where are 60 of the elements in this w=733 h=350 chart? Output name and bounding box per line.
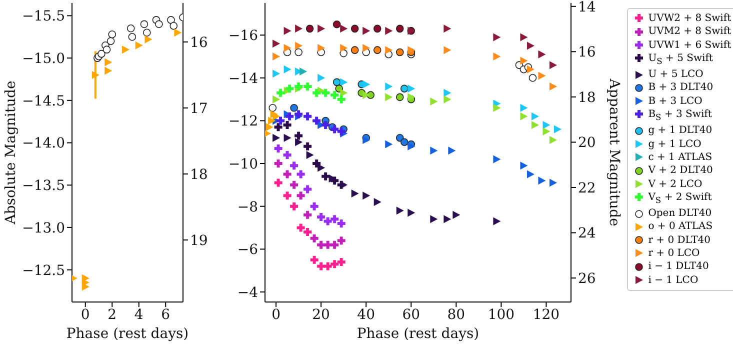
- y-tick-label: −6: [237, 242, 258, 258]
- legend-label: UVW2 + 8 Swift: [648, 13, 732, 24]
- x-tick-label: 4: [134, 306, 144, 323]
- y2-tick-label: 20: [578, 135, 596, 152]
- y-tick-label: −15.5: [22, 8, 65, 25]
- legend-label: B + 3 LCO: [648, 96, 702, 107]
- y-tick-label: −14.0: [22, 136, 65, 152]
- x-tick-label: 80: [447, 306, 466, 323]
- x-tick-label: 2: [108, 306, 117, 323]
- x-tick-label: 60: [402, 306, 420, 323]
- legend-label: o + 0 ATLAS: [648, 221, 713, 232]
- legend-label: Open DLT40: [648, 208, 712, 220]
- legend-label: U$_{S}$ + 5 Swift: [648, 52, 713, 66]
- y-axis-title: Absolute Magnitude: [2, 80, 19, 226]
- legend-label: B$_{S}$ + 3 Swift: [648, 109, 712, 122]
- y2-tick-label: 26: [578, 270, 596, 287]
- x-tick-label: 0: [272, 306, 280, 323]
- x-tick-label: 0: [80, 306, 90, 323]
- y2-axis-title: Apparent Magnitude: [606, 78, 622, 226]
- y2-tick-label: 22: [578, 180, 596, 196]
- legend-label: i − 1 DLT40: [648, 261, 709, 272]
- y-tick-label: −15.0: [22, 51, 65, 68]
- legend-label: g + 1 LCO: [648, 138, 702, 150]
- legend-label: r + 0 DLT40: [648, 234, 710, 246]
- x-tick-label: 6: [161, 306, 170, 323]
- legend-label: UVW1 + 6 Swift: [648, 40, 732, 51]
- y-tick-label: −13.5: [22, 178, 65, 194]
- legend-label: B + 3 DLT40: [648, 82, 714, 94]
- y2-tick-label: 16: [190, 34, 208, 51]
- y-tick-label: −12: [228, 114, 258, 130]
- y2-tick-label: 18: [190, 166, 208, 183]
- legend-label: U + 5 LCO: [648, 69, 704, 80]
- y-tick-label: −14: [228, 70, 258, 87]
- y2-tick-label: 14: [578, 0, 596, 16]
- legend-label: UVM2 + 8 Swift: [648, 26, 732, 38]
- y2-tick-label: 18: [578, 90, 596, 106]
- x-tick-label: 20: [312, 306, 330, 323]
- legend-label: V + 2 LCO: [648, 178, 702, 190]
- x-tick-label: 120: [532, 306, 560, 323]
- y2-tick-label: 16: [578, 44, 596, 61]
- legend-label: c + 1 ATLAS: [648, 152, 712, 163]
- y-tick-label: −14.5: [22, 93, 65, 110]
- y-tick-label: −16: [228, 28, 258, 44]
- y-tick-label: −4: [237, 284, 258, 301]
- y-tick-label: −13.0: [22, 220, 65, 236]
- y2-tick-label: 19: [190, 232, 208, 249]
- legend-label: i − 1 LCO: [648, 274, 698, 286]
- x-tick-label: 40: [357, 306, 376, 323]
- legend-label: r + 0 LCO: [648, 248, 700, 260]
- y-tick-label: −12.5: [22, 262, 65, 279]
- y2-tick-label: 24: [578, 226, 596, 242]
- x-axis-title: Phase (rest days): [356, 326, 480, 342]
- legend-label: g + 1 DLT40: [648, 125, 712, 136]
- x-tick-label: 100: [488, 306, 515, 323]
- legend-label: V$_{S}$ + 2 Swift: [648, 192, 712, 205]
- x-axis-title: Phase (rest days): [66, 326, 189, 342]
- legend-label: V + 2 DLT40: [648, 165, 713, 176]
- y-tick-label: −10: [228, 156, 258, 172]
- y2-tick-label: 17: [190, 100, 208, 117]
- y-tick-label: −8: [237, 199, 258, 216]
